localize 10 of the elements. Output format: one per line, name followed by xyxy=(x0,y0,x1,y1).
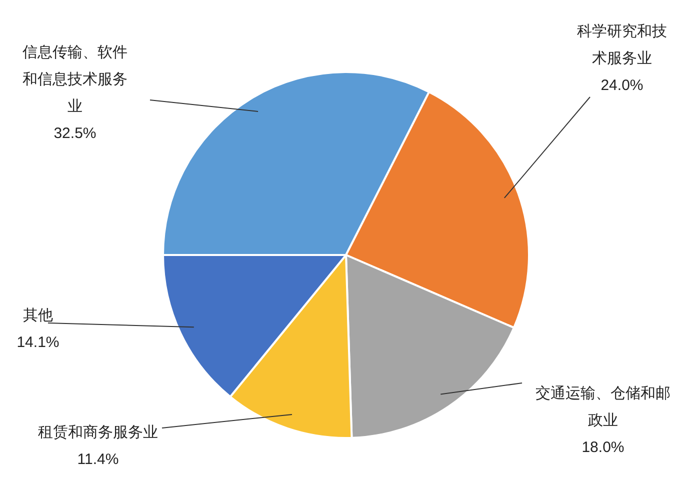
slice-label: 科学研究和技术服务业 xyxy=(577,23,667,67)
data-label: 18.0% xyxy=(582,439,624,456)
slice-label: 其他 xyxy=(23,307,53,324)
data-label: 24.0% xyxy=(600,77,644,94)
data-label: 32.5% xyxy=(54,125,96,142)
data-label: 14.1% xyxy=(16,334,60,351)
slice-label: 租赁和商务服务业 xyxy=(38,424,158,441)
slice-label: 交通运输、仓储和邮政业 xyxy=(536,385,670,429)
data-label: 11.4% xyxy=(77,451,119,468)
slice-label: 信息传输、软件和信息技术服务业 xyxy=(22,44,128,115)
